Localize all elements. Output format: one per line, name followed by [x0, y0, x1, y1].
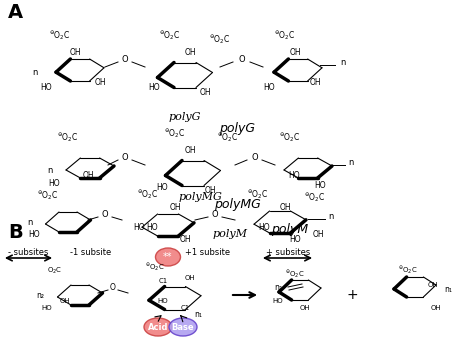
Text: OH: OH [289, 48, 301, 57]
Text: OH: OH [309, 78, 321, 87]
Text: C1: C1 [181, 305, 190, 311]
Text: HO: HO [148, 83, 160, 92]
Text: polyM: polyM [272, 223, 309, 236]
Text: OH: OH [312, 230, 324, 239]
Text: OH: OH [94, 78, 106, 87]
Text: O: O [252, 153, 258, 162]
Text: C1: C1 [158, 278, 168, 284]
Text: OH: OH [169, 203, 181, 212]
Text: polyG: polyG [169, 112, 201, 122]
Text: B: B [8, 223, 23, 242]
Text: HO: HO [28, 230, 40, 239]
Text: O: O [122, 55, 128, 64]
Text: HO: HO [273, 298, 283, 304]
Text: OH: OH [184, 146, 196, 155]
Ellipse shape [144, 318, 172, 336]
Text: $^{\ominus}$O$_2$C: $^{\ominus}$O$_2$C [164, 127, 186, 140]
Text: -1 subsite: -1 subsite [70, 248, 111, 257]
Text: OH: OH [82, 171, 94, 180]
Text: $^{\ominus}$O$_2$C: $^{\ominus}$O$_2$C [57, 131, 79, 144]
Text: O: O [110, 283, 116, 292]
Text: HO: HO [314, 181, 326, 190]
Text: OH: OH [60, 298, 70, 304]
Text: O: O [102, 210, 109, 219]
Text: n: n [32, 68, 38, 77]
Text: O: O [122, 153, 128, 162]
Text: polyMG: polyMG [178, 192, 222, 202]
Text: OH: OH [185, 275, 195, 281]
Text: OH: OH [69, 48, 81, 57]
Text: A: A [8, 3, 23, 22]
Text: $^{\ominus}$O$_2$C: $^{\ominus}$O$_2$C [137, 188, 159, 200]
Text: $^{\ominus}$O$_2$C: $^{\ominus}$O$_2$C [217, 131, 239, 144]
Text: OH: OH [204, 186, 216, 195]
Text: HO: HO [40, 83, 52, 92]
Text: n₁: n₁ [194, 310, 202, 319]
Text: HO: HO [258, 223, 270, 232]
Text: OH: OH [179, 235, 191, 244]
Text: OH: OH [184, 48, 196, 57]
Ellipse shape [169, 318, 197, 336]
Text: $^{\ominus}$O$_2$C: $^{\ominus}$O$_2$C [37, 189, 59, 201]
Ellipse shape [155, 248, 181, 266]
Text: OH: OH [279, 203, 291, 212]
Text: n: n [348, 158, 354, 167]
Text: n₂: n₂ [36, 291, 44, 300]
Text: +1 subsite: +1 subsite [185, 248, 230, 257]
Text: OH: OH [199, 88, 211, 97]
Text: $^{\ominus}$O$_2$C: $^{\ominus}$O$_2$C [210, 33, 231, 46]
Text: Acid: Acid [148, 323, 168, 332]
Text: polyMG: polyMG [214, 198, 260, 211]
Text: n: n [27, 218, 33, 227]
Text: OH: OH [431, 305, 441, 311]
Text: $^{\ominus}$O$_2$C: $^{\ominus}$O$_2$C [279, 131, 301, 144]
Text: n₁: n₁ [444, 285, 452, 294]
Text: +: + [346, 288, 358, 302]
Text: $^{\ominus}$O$_2$C: $^{\ominus}$O$_2$C [49, 29, 71, 42]
Text: $^{\ominus}$O$_2$C: $^{\ominus}$O$_2$C [274, 29, 296, 42]
Text: $^{\ominus}$O$_2$C: $^{\ominus}$O$_2$C [159, 29, 181, 42]
Text: polyG: polyG [219, 122, 255, 135]
Text: HO: HO [288, 171, 300, 180]
Text: HO: HO [48, 179, 60, 188]
Text: polyM: polyM [212, 229, 247, 239]
Text: O: O [212, 210, 219, 219]
Text: HO: HO [157, 298, 168, 304]
Text: O$_2$C: O$_2$C [47, 266, 63, 276]
Text: **: ** [163, 252, 173, 262]
Text: $^{\ominus}$O$_2$C: $^{\ominus}$O$_2$C [145, 262, 165, 273]
Text: HO: HO [146, 223, 158, 232]
Text: HO: HO [156, 183, 168, 192]
Text: $^{\ominus}$O$_2$C: $^{\ominus}$O$_2$C [285, 269, 305, 280]
Text: HO: HO [41, 305, 52, 311]
Text: $^{\ominus}$O$_2$C: $^{\ominus}$O$_2$C [304, 191, 326, 204]
Text: HO: HO [264, 83, 275, 92]
Text: n: n [328, 212, 333, 221]
Text: Base: Base [172, 323, 194, 332]
Text: HO: HO [289, 235, 301, 244]
Text: - subsites: - subsites [8, 248, 48, 257]
Text: n₂: n₂ [274, 283, 282, 292]
Text: OH: OH [428, 282, 438, 288]
Text: + subsites: + subsites [266, 248, 310, 257]
Text: HO: HO [133, 223, 145, 232]
Text: OH: OH [300, 305, 310, 311]
Text: O: O [239, 55, 246, 64]
Text: $^{\ominus}$O$_2$C: $^{\ominus}$O$_2$C [247, 188, 269, 200]
Text: n: n [340, 58, 346, 67]
Text: n: n [47, 166, 53, 175]
Text: $^{\ominus}$O$_2$C: $^{\ominus}$O$_2$C [398, 265, 418, 276]
